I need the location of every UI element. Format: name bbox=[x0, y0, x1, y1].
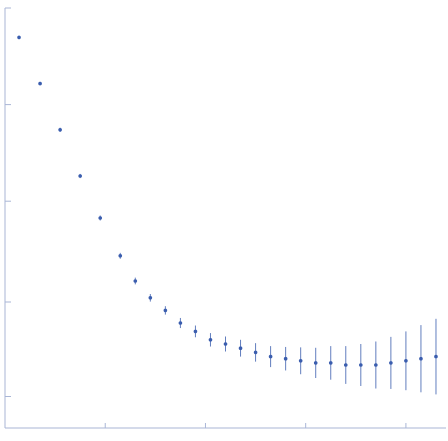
data-point bbox=[283, 356, 288, 361]
data-point bbox=[404, 359, 408, 363]
data-point bbox=[17, 35, 21, 40]
data-point bbox=[434, 354, 438, 359]
data-point bbox=[389, 361, 393, 365]
data-point bbox=[374, 363, 378, 367]
data-point bbox=[38, 81, 42, 86]
data-point bbox=[118, 254, 123, 258]
data-point bbox=[98, 216, 103, 220]
data-point bbox=[163, 308, 168, 313]
data-point bbox=[238, 346, 243, 351]
data-point bbox=[298, 359, 303, 363]
data-point bbox=[78, 174, 82, 178]
x-axis-ticks bbox=[4, 423, 407, 428]
data-points bbox=[17, 35, 438, 367]
data-point bbox=[253, 350, 258, 355]
y-axis-ticks bbox=[5, 7, 11, 397]
data-point bbox=[268, 354, 273, 359]
error-bars bbox=[18, 35, 437, 395]
data-point bbox=[133, 279, 138, 283]
axes: 01234 bbox=[4, 7, 446, 429]
data-point bbox=[178, 321, 183, 325]
data-point bbox=[359, 363, 363, 367]
data-point bbox=[343, 363, 348, 367]
data-point bbox=[193, 329, 198, 334]
data-point bbox=[223, 342, 228, 346]
data-point bbox=[58, 128, 62, 132]
data-point bbox=[148, 296, 153, 300]
data-point bbox=[419, 356, 423, 361]
data-point bbox=[328, 361, 333, 365]
data-point bbox=[313, 361, 318, 365]
data-point bbox=[208, 338, 213, 342]
